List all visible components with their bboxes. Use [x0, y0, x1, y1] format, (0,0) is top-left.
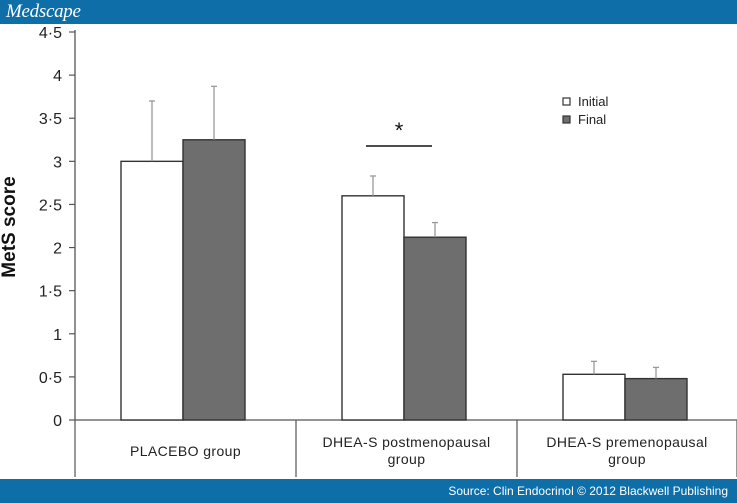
legend-label-final: Final: [578, 112, 606, 127]
y-tick-label: 4·5: [39, 25, 62, 42]
y-tick-label: 0·5: [39, 370, 62, 387]
y-tick-label: 0: [53, 413, 62, 430]
x-category-label: group: [388, 451, 426, 467]
legend-swatch-final: [562, 115, 571, 124]
legend-label-initial: Initial: [578, 94, 608, 109]
y-tick-label: 2: [53, 241, 62, 258]
y-tick-label: 3·5: [39, 111, 62, 128]
bar-chart: 0 0·5 1 1·5 2 2·5 3 3·5 4 4·5 MetS score PLACEBO gr…: [0, 25, 737, 477]
y-tick-label: 2·5: [39, 197, 62, 214]
bar-final: [624, 377, 688, 421]
footer-banner: Source: Clin Endocrinol © 2012 Blackwell…: [0, 479, 737, 503]
bar-final: [182, 139, 246, 421]
x-category-label: group: [608, 451, 646, 467]
y-tick-label: 3: [53, 154, 62, 171]
medscape-logo: Medscape: [6, 1, 81, 22]
x-category-label: DHEA-S premenopausal: [546, 434, 707, 450]
y-tick-label: 4: [53, 68, 62, 85]
bar-initial: [341, 195, 405, 421]
y-tick-label: 1·5: [39, 284, 62, 301]
header-banner: Medscape: [0, 0, 737, 24]
bar-initial: [562, 373, 626, 421]
y-tick-label: 1: [53, 327, 62, 344]
bar-initial: [120, 160, 184, 421]
bar-final: [403, 236, 467, 421]
x-category-label: PLACEBO group: [130, 443, 241, 459]
y-axis-title: MetS score: [0, 176, 20, 277]
source-credit: Source: Clin Endocrinol © 2012 Blackwell…: [448, 484, 728, 498]
x-category-label: DHEA-S postmenopausal: [323, 434, 491, 450]
legend-swatch-initial: [562, 97, 571, 106]
significance-marker: *: [395, 118, 404, 143]
